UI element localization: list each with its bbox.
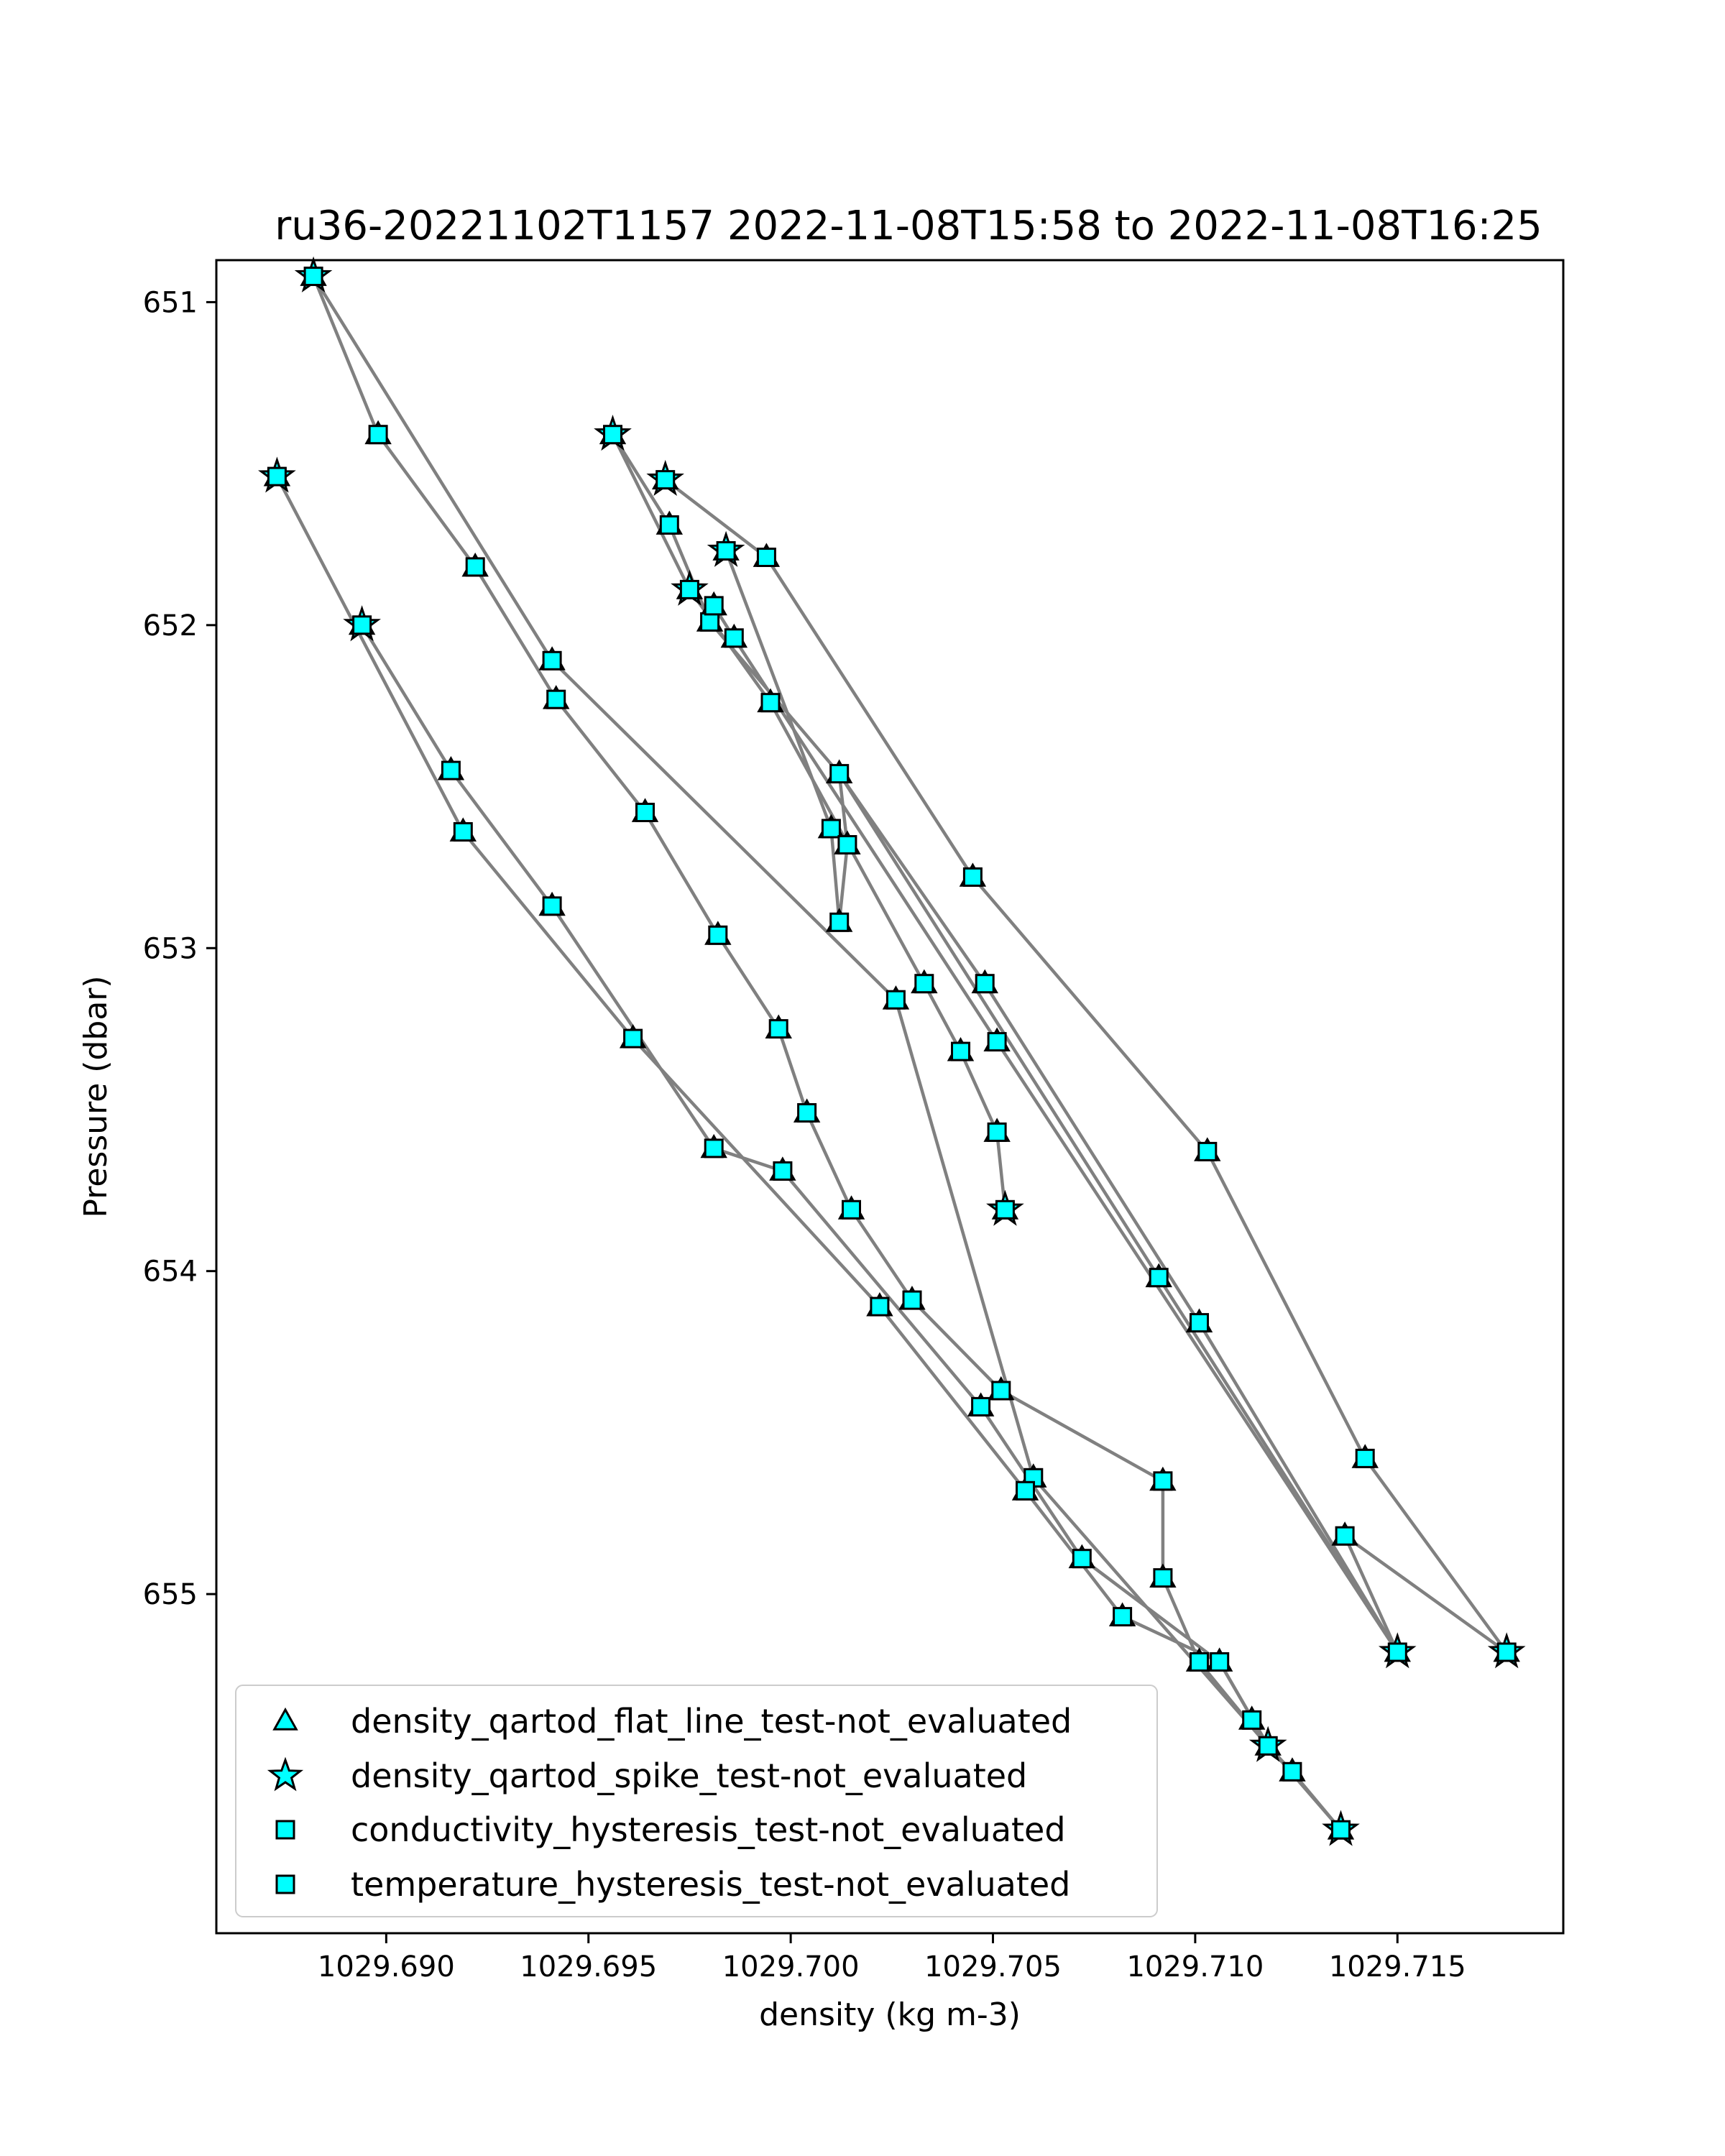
hysteresis-test-marker	[1355, 1448, 1375, 1468]
profile-line-7	[664, 478, 1509, 1654]
hysteresis-test-marker	[829, 764, 850, 784]
hysteresis-test-marker	[635, 803, 655, 822]
hysteresis-test-marker	[724, 628, 744, 648]
hysteresis-test-marker	[962, 867, 983, 887]
hysteresis-test-marker	[704, 1138, 724, 1158]
hysteresis-test-marker	[368, 425, 388, 445]
hysteresis-test-marker	[1282, 1761, 1302, 1782]
hysteresis-test-marker	[987, 1122, 1007, 1142]
profile-line-8	[724, 550, 1399, 1654]
hysteresis-test-marker	[603, 425, 622, 445]
hysteresis-test-marker	[1331, 1820, 1351, 1840]
hysteresis-test-marker	[760, 693, 781, 713]
profile-line-4	[360, 624, 1270, 1747]
hysteresis-test-marker	[1496, 1642, 1517, 1662]
hysteresis-test-marker	[659, 515, 679, 535]
legend-triangle-icon	[272, 1707, 298, 1731]
y-tick-label: 654	[143, 1256, 198, 1289]
hysteresis-test-marker	[453, 822, 473, 842]
hysteresis-test-marker	[842, 1199, 861, 1220]
y-tick-label: 652	[143, 609, 198, 642]
hysteresis-test-marker	[623, 1028, 643, 1049]
y-tick-label: 651	[143, 286, 198, 319]
hysteresis-test-marker	[1016, 1480, 1035, 1501]
plot-area	[258, 256, 1526, 1846]
hysteresis-test-marker	[303, 267, 323, 286]
hysteresis-test-marker	[829, 912, 850, 932]
hysteresis-test-marker	[1197, 1141, 1218, 1161]
hysteresis-test-marker	[991, 1381, 1011, 1401]
legend-square-icon	[275, 1820, 295, 1840]
hysteresis-test-marker	[902, 1290, 922, 1310]
hysteresis-test-marker	[886, 990, 906, 1010]
hysteresis-test-marker	[756, 548, 776, 567]
hysteresis-test-marker	[837, 835, 857, 854]
hysteresis-test-marker	[1113, 1607, 1133, 1627]
legend-entry-label: temperature_hysteresis_test-not_evaluate…	[351, 1865, 1070, 1904]
hysteresis-test-marker	[1258, 1736, 1278, 1756]
hysteresis-test-marker	[708, 925, 728, 945]
legend-star-icon	[267, 1756, 304, 1792]
hysteresis-test-marker	[1190, 1313, 1209, 1333]
x-tick-label: 1029.705	[924, 1950, 1062, 1984]
profile-line-5	[611, 433, 1007, 1210]
x-axis: 1029.690 1029.695 1029.700 1029.705 1029.710…	[318, 1933, 1466, 1984]
profile-line-2	[312, 275, 1343, 1831]
x-tick-label: 1029.690	[318, 1950, 455, 1984]
profile-line-3	[275, 476, 1270, 1748]
hysteresis-test-marker	[821, 819, 841, 839]
hysteresis-test-marker	[441, 760, 461, 780]
x-axis-title: density (kg m-3)	[759, 1996, 1021, 2033]
legend-frame	[235, 1685, 1158, 1917]
legend-entry-label: density_qartod_flat_line_test-not_evalua…	[351, 1702, 1072, 1741]
hysteresis-test-marker	[870, 1296, 890, 1317]
hysteresis-test-marker	[542, 650, 562, 671]
hysteresis-test-marker	[546, 689, 566, 709]
hysteresis-test-marker	[1072, 1549, 1092, 1569]
x-tick-label: 1029.700	[722, 1950, 860, 1984]
hysteresis-test-marker	[1190, 1652, 1209, 1672]
x-tick-label: 1029.710	[1126, 1950, 1264, 1984]
hysteresis-test-marker	[975, 974, 995, 994]
hysteresis-test-marker	[1153, 1471, 1173, 1491]
hysteresis-test-marker	[987, 1032, 1007, 1052]
hysteresis-test-marker	[768, 1019, 788, 1039]
hysteresis-test-marker	[797, 1103, 817, 1123]
hysteresis-test-marker	[773, 1161, 793, 1181]
hysteresis-test-marker	[914, 974, 934, 994]
y-tick-label: 653	[143, 932, 198, 965]
x-tick-label: 1029.715	[1329, 1950, 1466, 1984]
hysteresis-test-marker	[1335, 1526, 1355, 1546]
hysteresis-test-marker	[267, 466, 287, 487]
hysteresis-test-marker	[1387, 1642, 1407, 1662]
hysteresis-test-marker	[679, 579, 699, 599]
plot-frame	[215, 259, 1565, 1935]
hysteresis-test-marker	[542, 896, 562, 916]
hysteresis-test-marker	[1149, 1268, 1169, 1288]
hysteresis-test-marker	[656, 470, 676, 490]
hysteresis-test-marker	[716, 541, 736, 561]
hysteresis-test-marker	[465, 557, 485, 577]
profile-line-1	[312, 275, 1343, 1831]
y-axis-title: Pressure (dbar)	[78, 975, 114, 1217]
hysteresis-test-marker	[995, 1199, 1015, 1220]
legend-square-icon	[275, 1874, 295, 1894]
y-tick-label: 655	[143, 1578, 198, 1611]
chart-title: ru36-20221102T1157 2022-11-08T15:58 to 2…	[275, 203, 1542, 249]
legend: density_qartod_flat_line_test-not_evalua…	[235, 1685, 1158, 1917]
hysteresis-test-marker	[1210, 1652, 1230, 1672]
legend-entry-label: conductivity_hysteresis_test-not_evaluat…	[351, 1810, 1066, 1849]
profile-line-9	[712, 604, 1508, 1654]
hysteresis-test-marker	[704, 596, 724, 616]
hysteresis-test-marker	[700, 612, 720, 632]
hysteresis-test-marker	[971, 1396, 991, 1416]
legend-entry-label: density_qartod_spike_test-not_evaluated	[351, 1756, 1027, 1795]
hysteresis-test-marker	[951, 1041, 970, 1061]
hysteresis-test-marker	[352, 615, 372, 635]
hysteresis-test-marker	[1242, 1710, 1262, 1730]
y-axis: 651 652 653 654 655	[143, 286, 216, 1611]
x-tick-label: 1029.695	[520, 1950, 657, 1984]
hysteresis-test-marker	[1153, 1568, 1173, 1588]
